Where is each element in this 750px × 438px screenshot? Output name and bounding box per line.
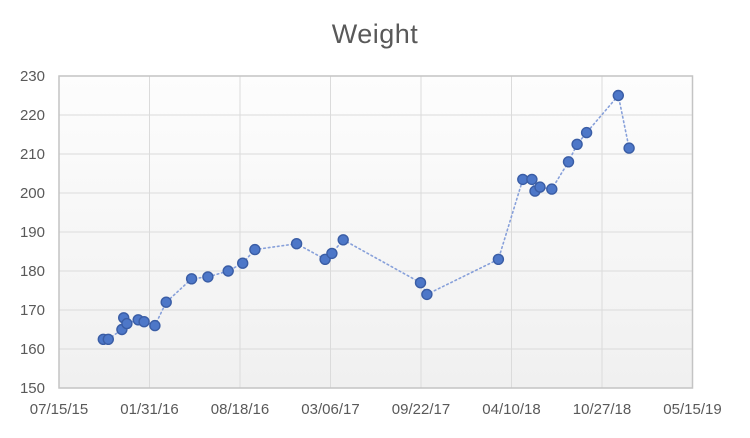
y-tick-label: 150 — [20, 380, 45, 397]
data-point-marker — [421, 288, 433, 301]
data-point-marker — [546, 183, 558, 195]
y-tick-label: 210 — [20, 146, 45, 163]
data-point-marker — [612, 89, 624, 102]
data-point-marker — [534, 181, 546, 193]
x-tick-label: 10/27/18 — [573, 401, 631, 418]
y-tick-label: 170 — [20, 302, 45, 319]
data-point-marker — [185, 273, 198, 285]
data-point-marker — [580, 126, 593, 139]
data-point-marker — [138, 316, 150, 328]
data-point-marker — [236, 257, 249, 269]
data-point-marker — [337, 234, 349, 246]
x-tick-label: 05/15/19 — [663, 401, 721, 418]
data-point-marker — [571, 138, 583, 151]
x-tick-label: 07/15/15 — [30, 401, 88, 418]
y-tick-label: 160 — [20, 341, 45, 358]
x-tick-label: 08/18/16 — [211, 401, 269, 418]
y-tick-label: 220 — [20, 107, 45, 124]
y-tick-label: 190 — [20, 224, 45, 241]
x-tick-label: 09/22/17 — [392, 401, 450, 418]
data-point-marker — [492, 253, 505, 265]
x-tick-label: 01/31/16 — [120, 401, 178, 418]
chart-title: Weight — [331, 19, 419, 49]
x-tick-label: 04/10/18 — [482, 401, 540, 418]
data-point-marker — [249, 243, 261, 256]
y-tick-label: 180 — [20, 263, 45, 280]
plot-border — [58, 75, 694, 389]
data-point-marker — [623, 142, 635, 154]
data-point-marker — [326, 247, 338, 260]
data-point-marker — [562, 156, 575, 168]
data-point-marker — [121, 317, 133, 330]
data-point-marker — [160, 296, 172, 308]
data-point-marker — [526, 173, 538, 186]
data-point-marker — [149, 319, 161, 332]
x-tick-label: 03/06/17 — [301, 401, 359, 418]
data-point-marker — [202, 271, 214, 283]
y-tick-label: 230 — [20, 68, 45, 85]
data-point-marker — [414, 277, 427, 289]
data-point-marker — [222, 265, 234, 277]
y-tick-label: 200 — [20, 185, 45, 202]
data-point-marker — [290, 237, 303, 250]
data-point-marker — [102, 333, 115, 345]
